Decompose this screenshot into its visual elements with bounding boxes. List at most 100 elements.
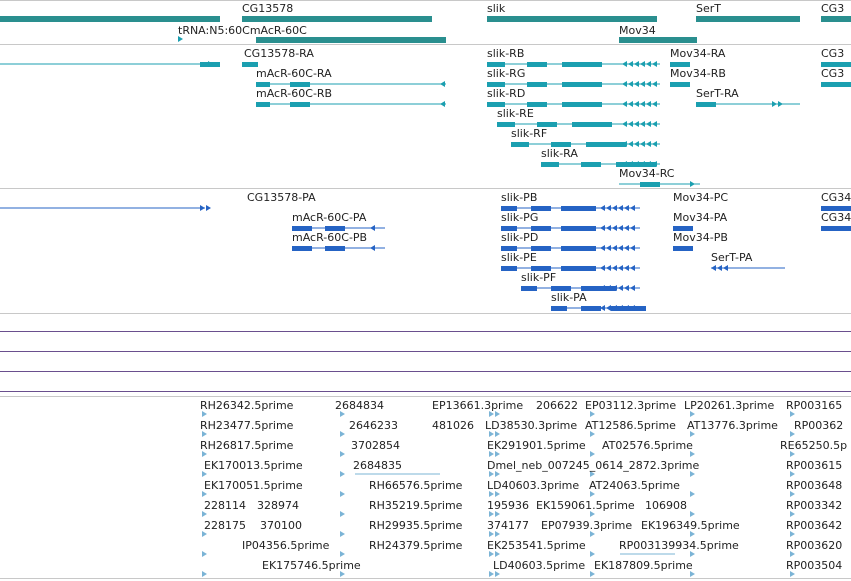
transcript-label[interactable]: slik-RG (487, 67, 526, 80)
est-label[interactable]: EP13661.3prime (432, 399, 524, 412)
est-label[interactable]: 2684834 (335, 399, 384, 412)
gene-bar[interactable] (619, 37, 697, 43)
est-label[interactable]: IP04356.5prime (242, 539, 330, 552)
est-label[interactable]: RH24379.5prime (369, 539, 463, 552)
est-label[interactable]: RH35219.5prime (369, 499, 463, 512)
est-label[interactable]: RP003342 (786, 499, 843, 512)
est-label[interactable]: 370100 (260, 519, 302, 532)
transcript-label[interactable]: mAcR-60C-RB (256, 87, 333, 100)
est-label[interactable]: LD40603.3prime (487, 479, 580, 492)
transcript-label[interactable]: Mov34-RB (670, 67, 726, 80)
est-label[interactable]: RP003504 (786, 559, 843, 572)
est-label[interactable]: EK196349.5prime (641, 519, 740, 532)
feature-bar[interactable] (562, 82, 602, 87)
est-label[interactable]: 3702854 (351, 439, 400, 452)
feature-bar[interactable] (292, 246, 312, 251)
gene-label[interactable]: CG13578 (242, 2, 294, 15)
est-label[interactable]: 2646233 (349, 419, 398, 432)
feature-bar[interactable] (487, 82, 505, 87)
est-label[interactable]: LD40603.5prime (493, 559, 586, 572)
feature-bar[interactable] (696, 102, 716, 107)
transcript-label[interactable]: mAcR-60C-RA (256, 67, 332, 80)
feature-bar[interactable] (325, 226, 345, 231)
feature-bar[interactable] (531, 266, 551, 271)
feature-bar[interactable] (551, 306, 567, 311)
est-label[interactable]: 206622 (536, 399, 578, 412)
gene-bar[interactable] (696, 16, 800, 22)
gene-label[interactable]: tRNA:N5:60CmAcR-60C (178, 24, 307, 37)
feature-bar[interactable] (487, 62, 505, 67)
protein-label[interactable]: CG34 (821, 191, 851, 204)
feature-bar[interactable] (551, 142, 571, 147)
gene-label[interactable]: slik (487, 2, 506, 15)
protein-label[interactable]: mAcR-60C-PA (292, 211, 367, 224)
feature-bar[interactable] (561, 226, 596, 231)
feature-bar[interactable] (501, 266, 517, 271)
est-label[interactable]: RP003620 (786, 539, 843, 552)
feature-bar[interactable] (562, 62, 602, 67)
transcript-label[interactable]: slik-RA (541, 147, 578, 160)
est-label[interactable]: EK170051.5prime (204, 479, 303, 492)
feature-bar[interactable] (487, 102, 505, 107)
est-label[interactable]: EK291901.5prime (487, 439, 586, 452)
feature-bar[interactable] (242, 62, 258, 67)
est-label[interactable]: EK187809.5prime (594, 559, 693, 572)
est-label[interactable]: 328974 (257, 499, 299, 512)
transcript-label[interactable]: slik-RF (511, 127, 548, 140)
feature-bar[interactable] (581, 162, 601, 167)
feature-bar[interactable] (821, 226, 851, 231)
est-label[interactable]: 106908 (645, 499, 687, 512)
est-label[interactable]: AT02576.5prime (602, 439, 693, 452)
gene-bar[interactable] (487, 16, 657, 22)
protein-label[interactable]: Mov34-PA (673, 211, 728, 224)
transcript-label[interactable]: slik-RB (487, 47, 525, 60)
gene-label[interactable]: SerT (696, 2, 721, 15)
feature-bar[interactable] (541, 162, 559, 167)
feature-bar[interactable] (531, 206, 551, 211)
protein-label[interactable]: slik-PA (551, 291, 587, 304)
transcript-label[interactable]: SerT-RA (696, 87, 739, 100)
est-label[interactable]: RP003615 (786, 459, 843, 472)
transcript-label[interactable]: CG3 (821, 67, 845, 80)
est-label[interactable]: 228114 (204, 499, 246, 512)
transcript-label[interactable]: CG13578-RA (244, 47, 314, 60)
transcript-label[interactable]: slik-RD (487, 87, 526, 100)
gene-bar[interactable] (0, 16, 220, 22)
feature-bar[interactable] (325, 246, 345, 251)
est-label[interactable]: 2684835 (353, 459, 402, 472)
feature-bar[interactable] (670, 82, 690, 87)
est-label[interactable]: 481026 (432, 419, 474, 432)
protein-label[interactable]: slik-PB (501, 191, 538, 204)
est-label[interactable]: 228175 (204, 519, 246, 532)
feature-bar[interactable] (670, 62, 690, 67)
gene-bar[interactable] (256, 37, 446, 43)
feature-bar[interactable] (586, 142, 626, 147)
gene-bar[interactable] (242, 16, 432, 22)
est-label[interactable]: RH26342.5prime (200, 399, 294, 412)
est-label[interactable]: RP003648 (786, 479, 843, 492)
feature-bar[interactable] (527, 82, 547, 87)
est-label[interactable]: AT24063.5prime (589, 479, 680, 492)
feature-bar[interactable] (497, 122, 515, 127)
protein-label[interactable]: slik-PF (521, 271, 557, 284)
est-label[interactable]: RH66576.5prime (369, 479, 463, 492)
est-label[interactable]: LP20261.3prime (684, 399, 775, 412)
est-label[interactable]: EK170013.5prime (204, 459, 303, 472)
feature-bar[interactable] (292, 226, 312, 231)
protein-label[interactable]: mAcR-60C-PB (292, 231, 368, 244)
feature-bar[interactable] (572, 122, 612, 127)
feature-bar[interactable] (562, 102, 602, 107)
feature-bar[interactable] (290, 102, 310, 107)
feature-bar[interactable] (256, 102, 270, 107)
protein-label[interactable]: slik-PG (501, 211, 539, 224)
est-label[interactable]: AT13776.3prime (687, 419, 778, 432)
feature-bar[interactable] (511, 142, 529, 147)
est-label[interactable]: RE65250.5p (780, 439, 848, 452)
est-label[interactable]: RP003165 (786, 399, 843, 412)
feature-bar[interactable] (673, 226, 693, 231)
protein-label[interactable]: SerT-PA (711, 251, 753, 264)
transcript-label[interactable]: CG3 (821, 47, 845, 60)
feature-bar[interactable] (821, 82, 851, 87)
feature-bar[interactable] (290, 82, 310, 87)
feature-bar[interactable] (531, 246, 551, 251)
